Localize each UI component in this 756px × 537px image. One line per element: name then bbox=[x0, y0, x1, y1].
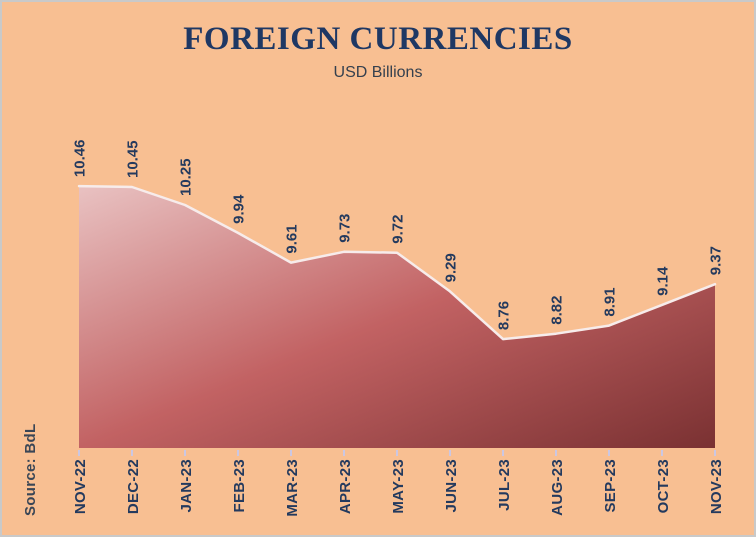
area-outline bbox=[77, 184, 717, 341]
data-label: 9.72 bbox=[390, 214, 407, 243]
x-axis-label: JAN-23 bbox=[178, 459, 195, 513]
data-label: 9.61 bbox=[284, 224, 301, 253]
x-axis-label: OCT-23 bbox=[655, 459, 672, 513]
source-label: Source: BdL bbox=[22, 423, 39, 516]
x-axis-label: AUG-23 bbox=[549, 459, 566, 516]
x-axis-label: JUL-23 bbox=[496, 459, 513, 511]
x-axis-label: APR-23 bbox=[337, 459, 354, 514]
x-axis-label: JUN-23 bbox=[443, 459, 460, 513]
chart-subtitle: USD Billions bbox=[333, 64, 423, 81]
x-axis-label: MAR-23 bbox=[284, 459, 301, 517]
x-axis-label: FEB-23 bbox=[231, 459, 248, 512]
data-label: 9.29 bbox=[443, 253, 460, 282]
chart-title: FOREIGN CURRENCIES bbox=[183, 21, 573, 57]
x-axis-label: NOV-23 bbox=[708, 459, 725, 514]
x-axis-label: MAY-23 bbox=[390, 459, 407, 514]
data-label: 9.73 bbox=[337, 214, 354, 243]
data-label: 10.45 bbox=[125, 140, 142, 178]
data-label: 8.91 bbox=[602, 287, 619, 316]
data-label: 9.37 bbox=[708, 246, 725, 275]
x-axis-label: SEP-23 bbox=[602, 459, 619, 513]
data-label: 8.82 bbox=[549, 295, 566, 324]
x-axis-label: NOV-22 bbox=[72, 459, 89, 514]
area-fill bbox=[79, 186, 715, 448]
data-label: 8.76 bbox=[496, 301, 513, 330]
x-axis-label: DEC-22 bbox=[125, 459, 142, 514]
data-label: 10.46 bbox=[72, 140, 89, 178]
data-label: 9.14 bbox=[655, 266, 672, 296]
data-label: 10.25 bbox=[178, 158, 195, 196]
data-label: 9.94 bbox=[231, 194, 248, 224]
